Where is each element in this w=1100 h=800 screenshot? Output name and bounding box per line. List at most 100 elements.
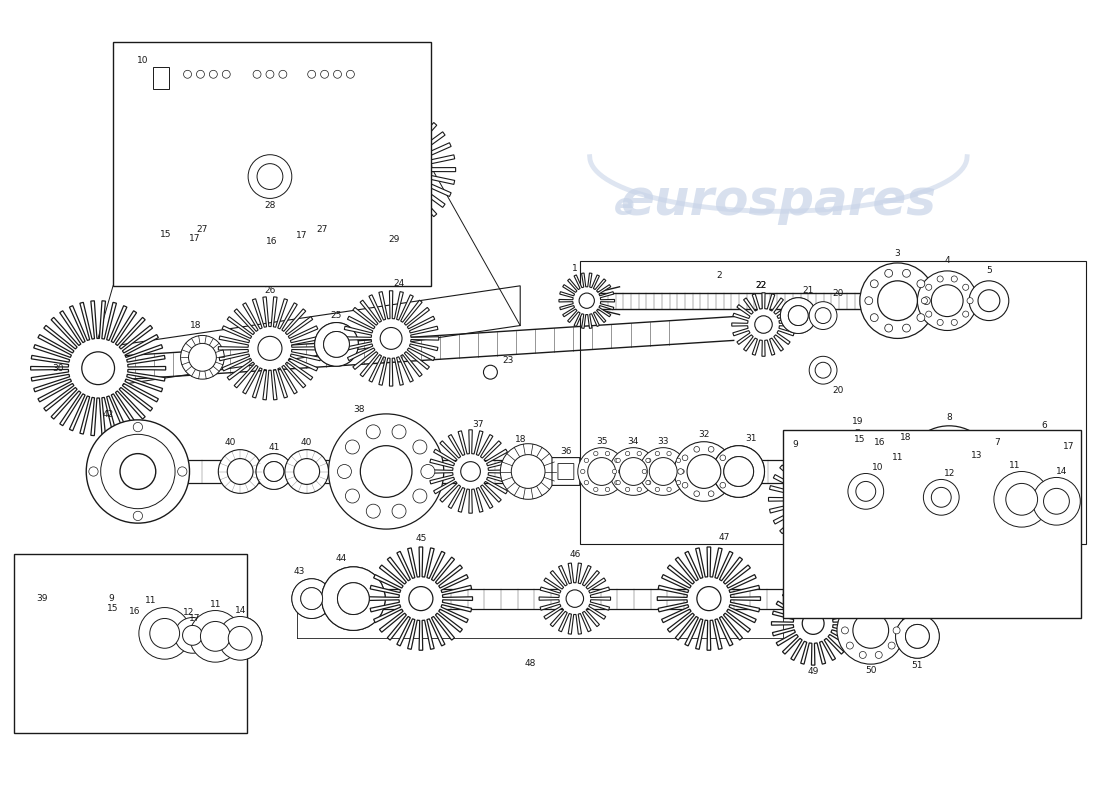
Circle shape: [338, 582, 370, 614]
Circle shape: [594, 451, 598, 456]
Circle shape: [925, 448, 974, 495]
Circle shape: [720, 482, 726, 488]
Circle shape: [229, 626, 252, 650]
Circle shape: [802, 613, 824, 634]
Circle shape: [616, 458, 620, 462]
Circle shape: [183, 626, 202, 646]
Circle shape: [922, 298, 927, 304]
Circle shape: [962, 311, 969, 317]
Circle shape: [366, 425, 381, 439]
Circle shape: [815, 362, 830, 378]
Circle shape: [311, 164, 331, 183]
Circle shape: [870, 280, 878, 288]
Circle shape: [201, 160, 233, 193]
Circle shape: [971, 490, 987, 505]
Circle shape: [315, 322, 359, 366]
Circle shape: [120, 454, 156, 490]
Circle shape: [878, 281, 917, 321]
Circle shape: [994, 471, 1049, 527]
Circle shape: [639, 448, 688, 495]
Circle shape: [264, 462, 284, 482]
Circle shape: [338, 582, 370, 614]
Circle shape: [266, 70, 274, 78]
Polygon shape: [190, 150, 244, 203]
Circle shape: [183, 626, 202, 646]
Circle shape: [206, 254, 211, 260]
Polygon shape: [872, 462, 939, 529]
Circle shape: [789, 306, 808, 326]
Text: 32: 32: [698, 430, 710, 439]
Circle shape: [584, 481, 588, 485]
Circle shape: [646, 458, 650, 462]
Circle shape: [937, 276, 943, 282]
Text: 45: 45: [415, 534, 427, 542]
Circle shape: [713, 446, 764, 498]
Circle shape: [366, 504, 381, 518]
Circle shape: [937, 319, 943, 326]
Circle shape: [650, 470, 654, 474]
Circle shape: [300, 588, 322, 610]
Circle shape: [848, 474, 883, 510]
Circle shape: [587, 458, 616, 486]
Text: 46: 46: [569, 550, 581, 559]
Circle shape: [229, 626, 252, 650]
Circle shape: [646, 481, 650, 485]
Text: 1: 1: [572, 265, 578, 274]
Circle shape: [917, 314, 925, 322]
Circle shape: [320, 70, 329, 78]
Circle shape: [724, 457, 754, 486]
Text: 12: 12: [944, 469, 955, 478]
Polygon shape: [218, 297, 321, 400]
Polygon shape: [20, 582, 123, 685]
Circle shape: [338, 465, 351, 478]
Circle shape: [923, 479, 959, 515]
Text: 6: 6: [1042, 422, 1047, 430]
Circle shape: [222, 70, 230, 78]
Polygon shape: [959, 478, 999, 517]
Circle shape: [895, 614, 939, 658]
Text: 27: 27: [316, 225, 328, 234]
Circle shape: [916, 487, 926, 497]
Circle shape: [637, 451, 641, 456]
Circle shape: [932, 285, 964, 317]
Circle shape: [903, 426, 994, 517]
Polygon shape: [999, 434, 1075, 509]
Circle shape: [150, 618, 179, 648]
Circle shape: [923, 297, 931, 305]
Circle shape: [649, 458, 678, 486]
Text: 29: 29: [388, 234, 399, 244]
Text: 35: 35: [596, 438, 607, 446]
Circle shape: [253, 70, 261, 78]
Circle shape: [381, 327, 402, 350]
Circle shape: [682, 455, 688, 461]
Circle shape: [113, 622, 138, 646]
Polygon shape: [84, 286, 520, 390]
Circle shape: [656, 487, 660, 492]
Text: 17: 17: [296, 230, 308, 240]
Text: 19: 19: [852, 418, 864, 426]
Circle shape: [876, 651, 882, 658]
Text: 39: 39: [36, 594, 47, 603]
Circle shape: [647, 458, 651, 462]
Circle shape: [190, 724, 197, 730]
Circle shape: [888, 612, 895, 618]
Circle shape: [616, 481, 620, 485]
Circle shape: [605, 451, 609, 456]
Circle shape: [694, 446, 700, 452]
Text: 7: 7: [994, 438, 1000, 447]
Polygon shape: [172, 131, 263, 222]
Circle shape: [189, 610, 241, 662]
Circle shape: [1005, 580, 1012, 586]
FancyBboxPatch shape: [113, 42, 431, 286]
Text: 24: 24: [394, 279, 405, 288]
Text: 50: 50: [865, 666, 877, 674]
Text: 41: 41: [268, 443, 279, 452]
Circle shape: [279, 70, 287, 78]
Circle shape: [810, 356, 837, 384]
Circle shape: [256, 454, 292, 490]
Text: 16: 16: [873, 438, 886, 447]
Circle shape: [101, 434, 175, 509]
Circle shape: [926, 284, 932, 290]
Circle shape: [846, 642, 854, 649]
Circle shape: [321, 567, 385, 630]
